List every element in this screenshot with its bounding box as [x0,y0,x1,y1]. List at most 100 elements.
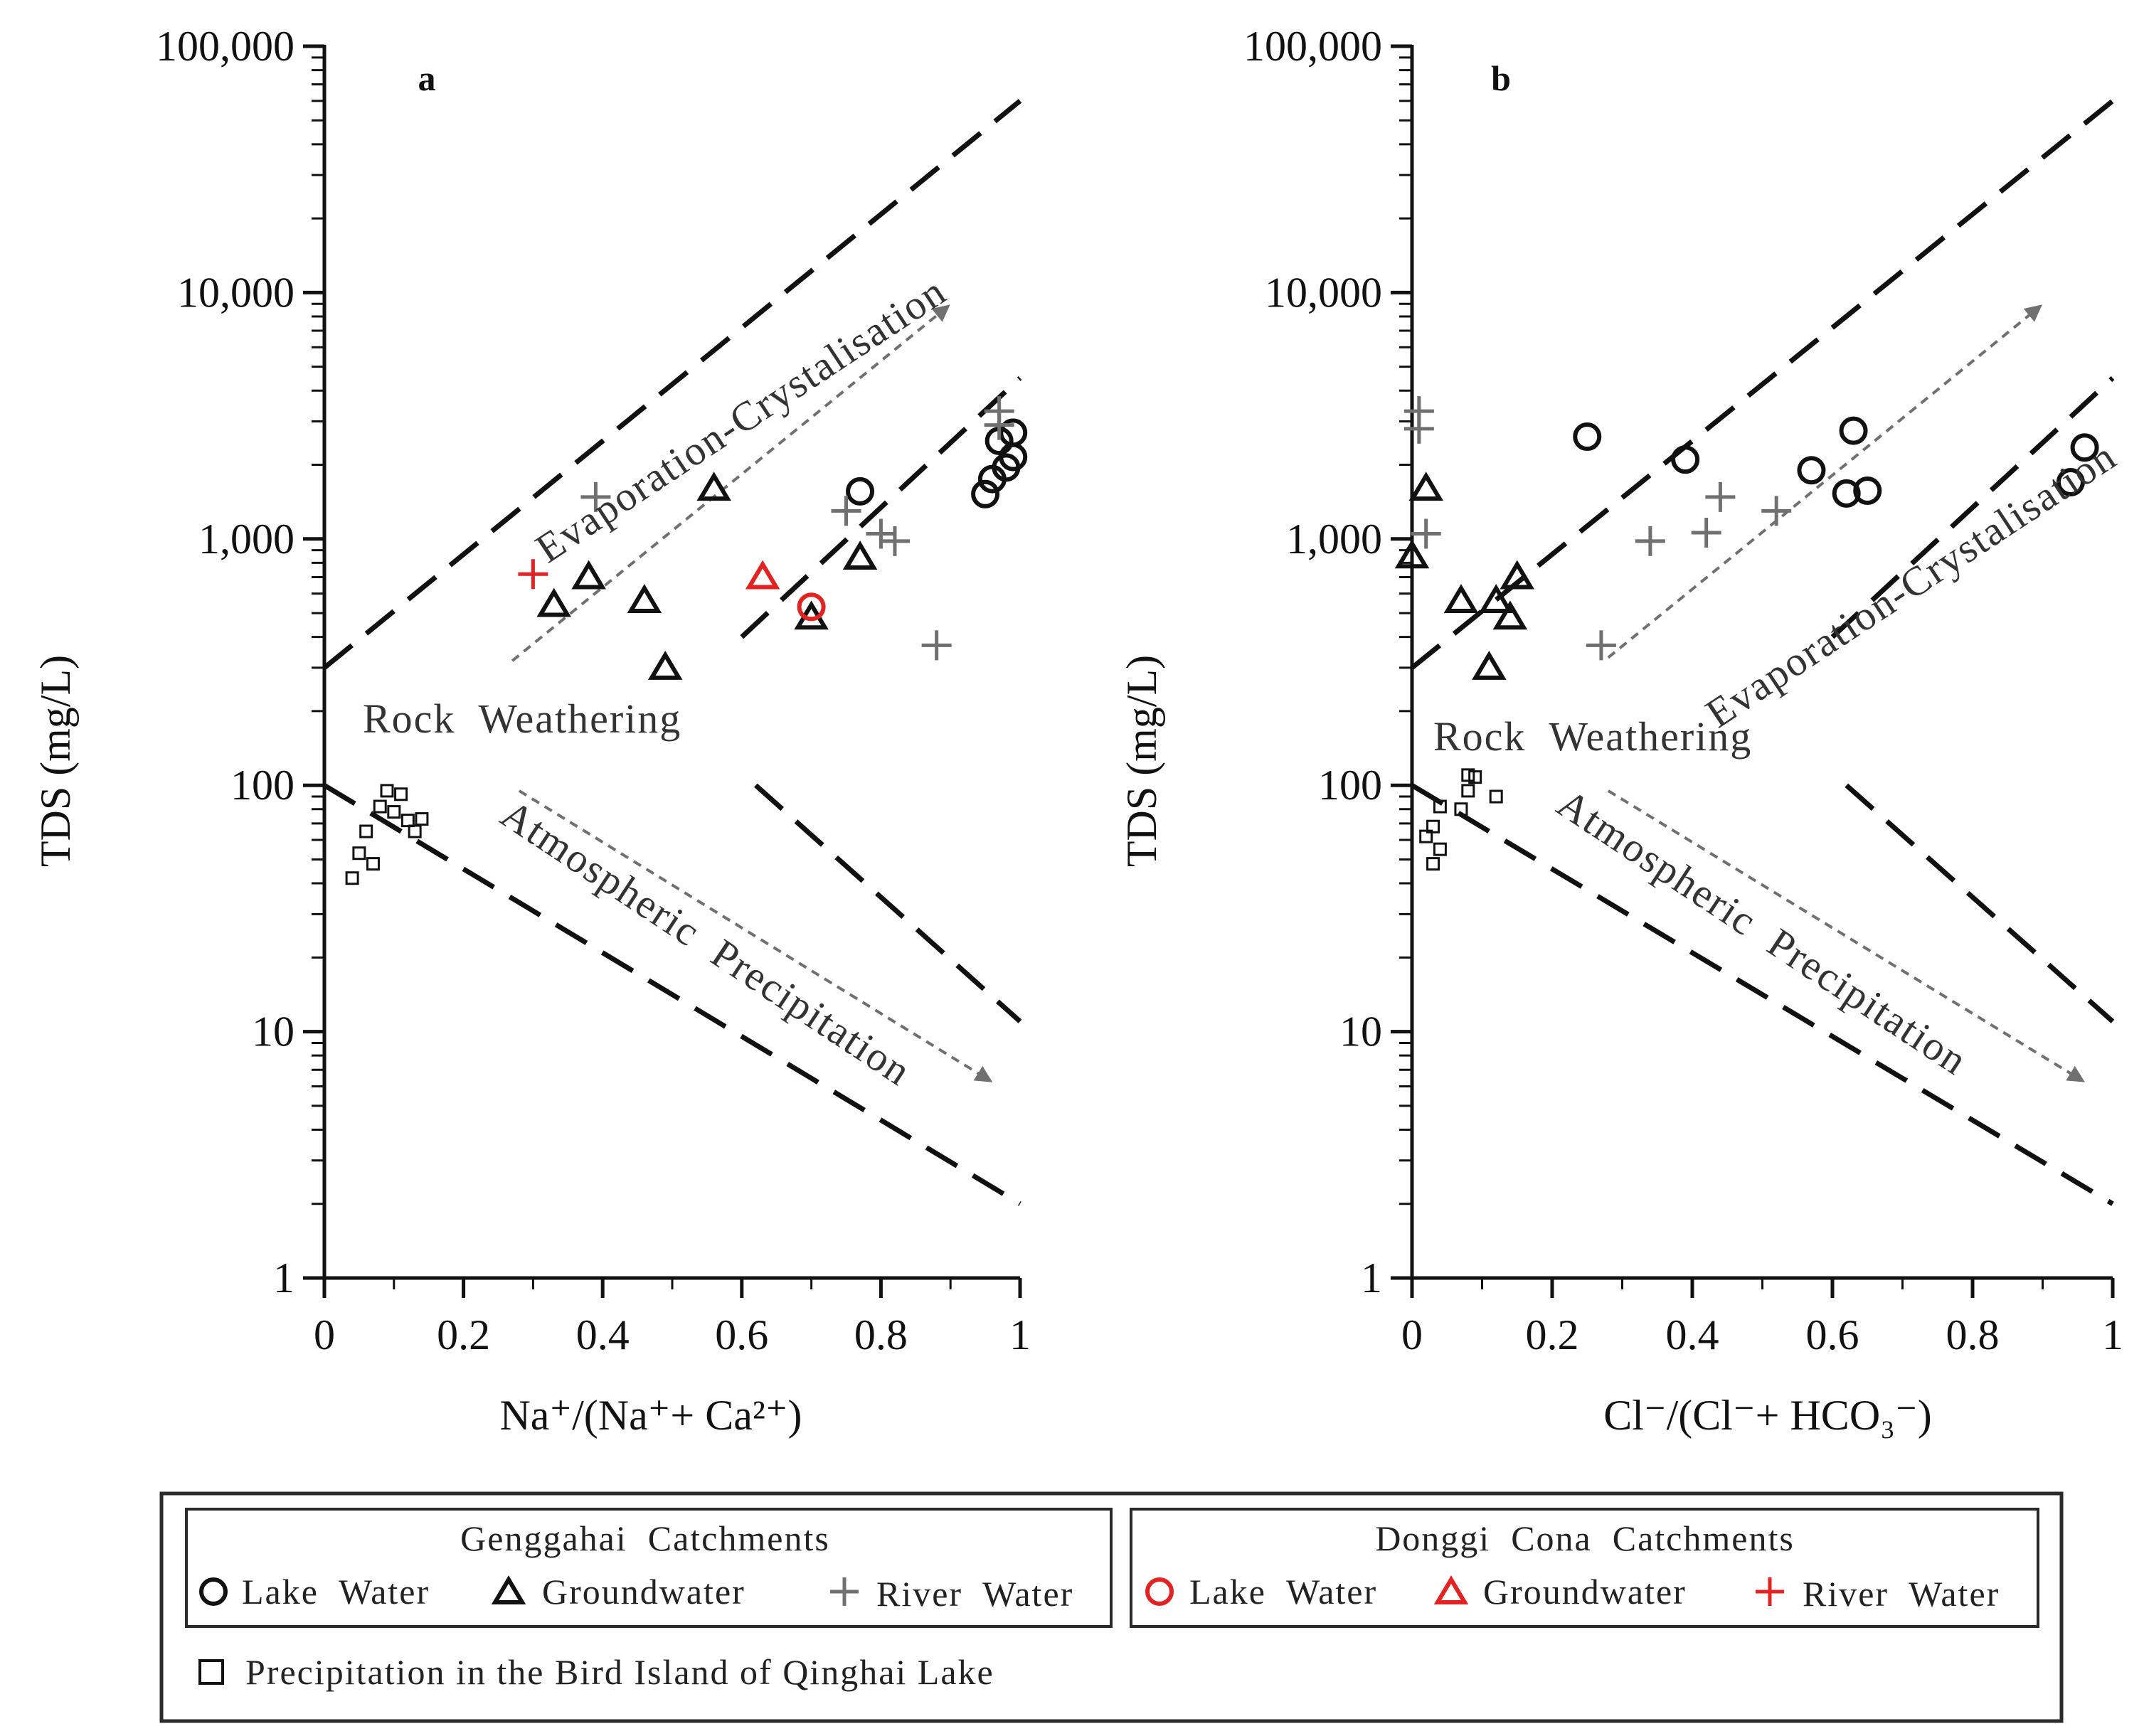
panel-b-x-axis-label: Cl⁻/(Cl⁻+ HCO₃⁻) [1603,1392,1931,1439]
panel-a-boundary-line-2 [740,376,1022,639]
panel-b-point-genggahai-groundwater [1492,600,1528,630]
panel-b-point-genggahai-groundwater [1472,651,1507,680]
panel-a-boundary-lines [322,99,1022,1206]
panel-b-rock-weathering-label: Rock Weathering [1433,713,1752,760]
panel-a-trend-arrow-1 [511,304,950,662]
panel-b-trend-arrows [1607,304,2085,1082]
legend-genggahai-box [185,1508,1113,1628]
panel-b-point-genggahai-river-water [1761,496,1792,526]
legend-donggi-river-plus-icon [1756,1577,1784,1606]
legend-genggahai-river-label: River Water [876,1574,1073,1614]
legend-donggi-lake-circle-icon [1145,1577,1174,1606]
panel-a-point-genggahai-groundwater [647,651,683,680]
panel-a-point-genggahai-river-water [831,496,861,526]
panel-a-point-genggahai-river-water [984,410,1014,440]
panel-a-y-tick-label: 1 [273,1255,294,1301]
panel-b-point-genggahai-river-water [1635,526,1665,556]
panel-b-x-tick-label: 1 [2102,1311,2123,1358]
panel-b-point-genggahai-lake-water [1573,422,1602,452]
panel-b-boundary-line-1 [1410,99,2115,670]
legend-genggahai-river-plus-icon [830,1577,859,1606]
panel-a-point-precipitation-in-the-bird-island-of-qinghai-lake [345,871,359,885]
panel-b-x-tick-label: 0.8 [1946,1311,2000,1358]
panel-b-y-tick-label: 10 [1339,1008,1382,1055]
panel-b-y-tick-label: 100 [1318,762,1382,809]
panel-b-point-precipitation-in-the-bird-island-of-qinghai-lake [1426,857,1440,871]
panel-a-point-genggahai-lake-water [999,418,1028,447]
panel-a-point-genggahai-lake-water [846,476,875,506]
panel-b-point-genggahai-river-water [1403,413,1434,444]
panel-a-x-tick-label: 0 [314,1311,335,1358]
legend-precipitation-square-icon [198,1659,224,1685]
panel-a-axes: 1 10 100 1,000 10,000 100,000 0 0.2 0.4 0.6 0.8 1 [156,23,1031,1358]
panel-a-point-donggi-cona-lake-water [797,592,826,622]
panel-a-point-genggahai-river-water [921,630,952,661]
panel-b-point-genggahai-lake-water [2056,467,2085,496]
panel-a-y-tick-label: 10 [252,1008,294,1055]
panel-a-point-precipitation-in-the-bird-island-of-qinghai-lake [400,814,415,828]
panel-a-data-points [345,396,1028,885]
panel-b-x-tick-label: 0.4 [1666,1311,1719,1358]
panel-a-x-tick-label: 0.8 [854,1311,908,1358]
panel-a-x-tick-label: 1 [1009,1311,1031,1358]
panel-a-y-axis-label: TDS (mg/L) [32,655,79,867]
panel-b-point-genggahai-river-water [1586,630,1616,661]
panel-a-point-precipitation-in-the-bird-island-of-qinghai-lake [366,857,380,871]
panel-a-trend-arrow-2 [518,789,993,1082]
panel-a-point-precipitation-in-the-bird-island-of-qinghai-lake [415,812,429,826]
panel-a-boundary-line-4 [754,783,1022,1023]
panel-b-x-tick-label: 0.6 [1806,1311,1859,1358]
panel-b-trend-arrow-2 [1607,789,2085,1082]
panel-b-trend-arrow-1 [1607,304,2042,659]
panel-a-point-precipitation-in-the-bird-island-of-qinghai-lake [359,824,373,838]
panel-b-point-precipitation-in-the-bird-island-of-qinghai-lake [1433,799,1447,814]
panel-a-x-tick-label: 0.6 [715,1311,768,1358]
legend-genggahai-title: Genggahai Catchments [460,1518,830,1558]
panel-b-point-precipitation-in-the-bird-island-of-qinghai-lake [1489,789,1503,804]
panel-a-point-precipitation-in-the-bird-island-of-qinghai-lake [394,787,408,802]
panel-a-y-tick-label: 1,000 [198,516,294,563]
panel-a-y-tick-label: 100 [230,762,294,809]
panel-b-point-precipitation-in-the-bird-island-of-qinghai-lake [1468,770,1482,784]
panel-a-point-genggahai-groundwater [842,540,878,570]
panel-a-chart: 1 10 100 1,000 10,000 100,000 0 0.2 0.4 0.6 0.8 1 a… [32,23,1031,1439]
legend-genggahai-groundwater-triangle-icon [491,1575,526,1604]
panel-b-boundary-lines [1410,99,2115,1206]
panel-a-point-genggahai-river-water [879,526,910,556]
panel-b-letter: b [1491,58,1511,98]
panel-b-point-genggahai-groundwater [1394,539,1430,569]
panel-a-point-donggi-cona-groundwater [745,560,780,590]
panel-b-y-tick-label: 10,000 [1265,269,1382,316]
panel-a-x-axis-label: Na⁺/(Na⁺+ Ca²⁺) [499,1392,802,1439]
panel-a-point-genggahai-lake-water [971,479,1000,508]
panel-a-evaporation-label: Evaporation-Crystalisation [527,267,954,572]
panel-b-y-tick-label: 100,000 [1243,23,1382,70]
legend-genggahai-groundwater-label: Groundwater [542,1572,745,1612]
panel-b-point-genggahai-lake-water [1839,416,1868,445]
panel-b-point-genggahai-groundwater [1408,472,1443,501]
panel-a-point-precipitation-in-the-bird-island-of-qinghai-lake [380,784,394,798]
panel-a-atmospheric-label: Atmospheric Precipitation [493,791,920,1095]
legend-frame [159,1491,2064,1723]
panel-b-point-genggahai-river-water [1691,518,1721,548]
panel-a-point-genggahai-groundwater [571,560,606,590]
legend-genggahai-lake-label: Lake Water [242,1572,430,1612]
legend-donggi-title: Donggi Cona Catchments [1375,1518,1795,1558]
panel-a-y-tick-label: 10,000 [177,269,294,316]
panel-b-y-tick-label: 1,000 [1286,516,1382,563]
panel-b-point-genggahai-lake-water [1797,456,1826,485]
panel-b-point-genggahai-river-water [1411,518,1441,549]
panel-b-point-genggahai-lake-water [1853,476,1882,505]
panel-b-point-precipitation-in-the-bird-island-of-qinghai-lake [1433,842,1447,856]
panel-b-point-genggahai-river-water [1705,481,1736,512]
panel-b-x-tick-label: 0.2 [1526,1311,1579,1358]
panel-b-point-genggahai-groundwater [1500,560,1535,590]
panel-b-point-precipitation-in-the-bird-island-of-qinghai-lake [1461,768,1475,782]
panel-a-point-precipitation-in-the-bird-island-of-qinghai-lake [408,824,422,838]
legend: Genggahai Catchments Donggi Cona Catchme… [159,1491,2064,1723]
panel-b-point-genggahai-groundwater [1478,584,1514,614]
panel-a-point-genggahai-groundwater [696,472,731,501]
legend-donggi-box [1130,1508,2039,1628]
panel-a-boundary-line-1 [322,99,1022,670]
